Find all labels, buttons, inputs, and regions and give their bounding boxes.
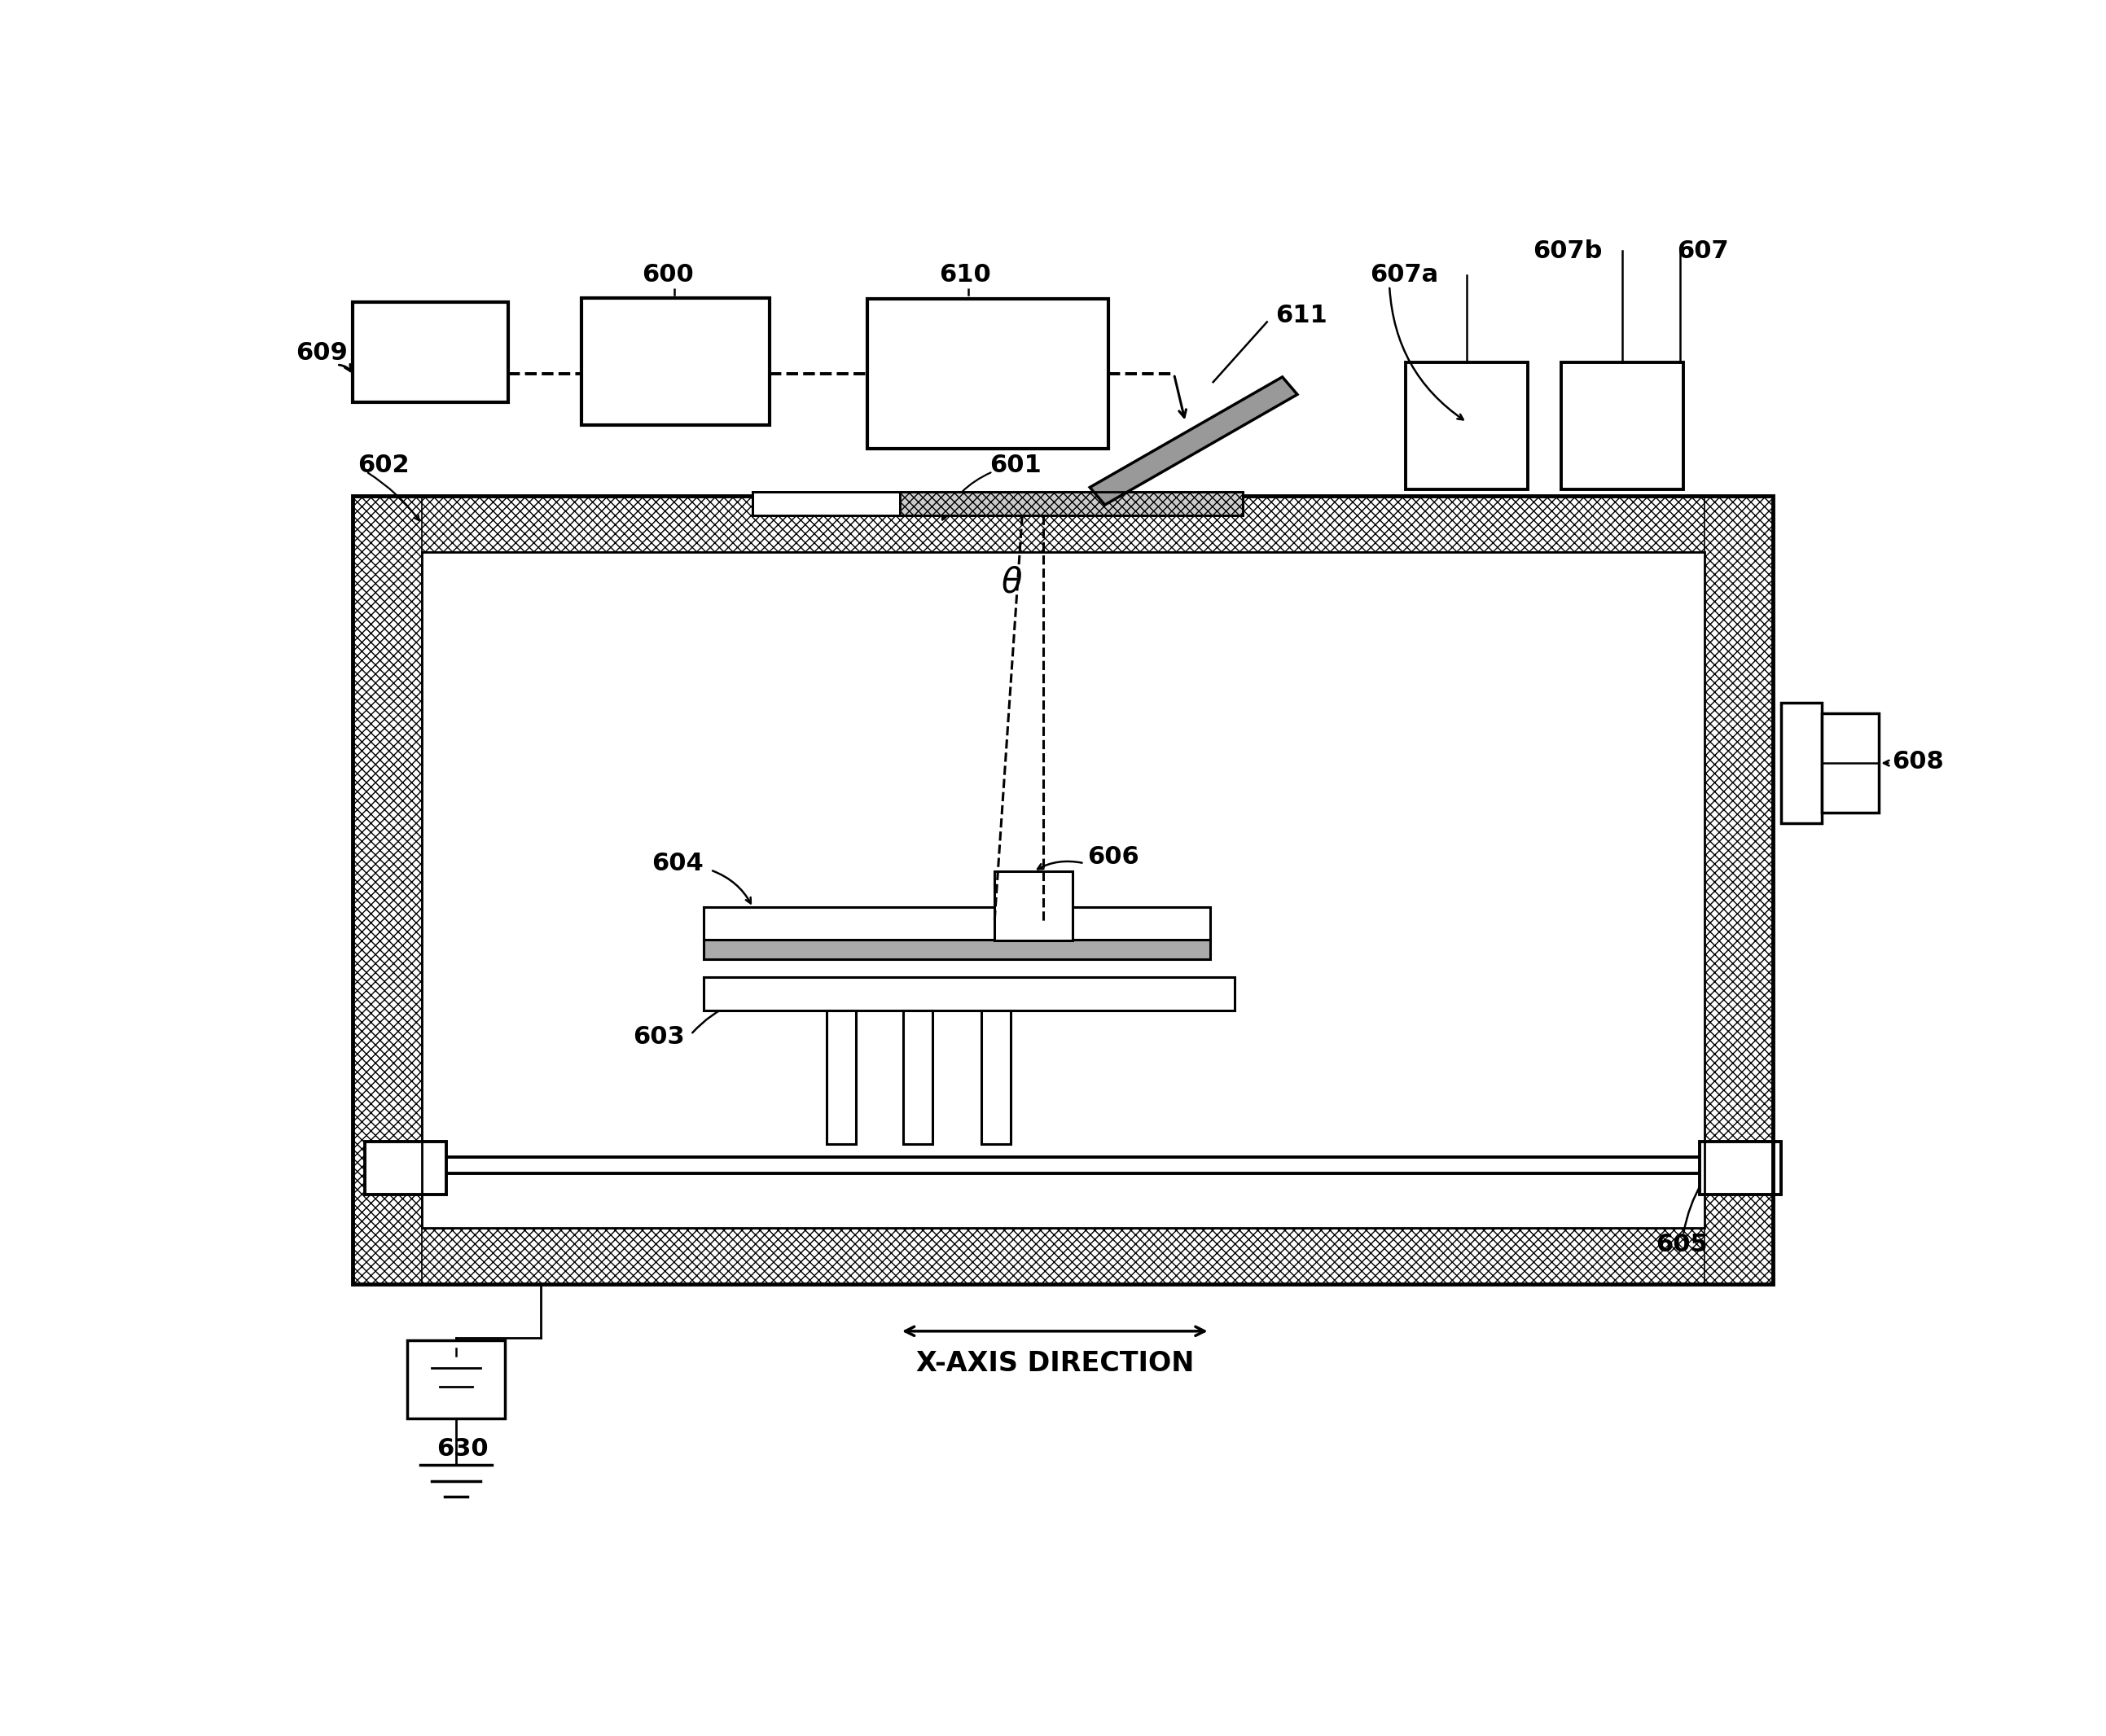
Bar (754, 491, 899, 516)
Bar (1407, 363, 1529, 490)
Text: 607b: 607b (1533, 240, 1603, 262)
Text: 609: 609 (295, 340, 347, 365)
Bar (581, 299, 769, 425)
Bar (1700, 1141, 1782, 1194)
Bar (703, 977, 1234, 1010)
Bar (868, 299, 1108, 450)
Text: 601: 601 (990, 453, 1042, 477)
Bar (421, 552, 1704, 1229)
Bar (1704, 496, 1773, 1285)
Text: 607: 607 (1676, 240, 1729, 262)
Bar (903, 1010, 933, 1144)
Bar (354, 302, 508, 403)
Bar (981, 1010, 1011, 1144)
Bar (354, 496, 1773, 552)
Bar (421, 552, 1704, 1229)
Bar (354, 496, 421, 1285)
Text: 611: 611 (1276, 304, 1327, 326)
Bar (1561, 363, 1683, 490)
Bar (1822, 713, 1879, 812)
Bar (826, 1010, 855, 1144)
Bar (703, 908, 1211, 941)
Text: 602: 602 (358, 453, 411, 477)
Text: 600: 600 (642, 264, 695, 286)
Polygon shape (1089, 377, 1297, 505)
Text: 610: 610 (939, 264, 992, 286)
Text: 605: 605 (1655, 1233, 1708, 1257)
Bar (703, 939, 1211, 960)
Text: 608: 608 (1891, 750, 1944, 774)
Bar (354, 496, 1773, 1285)
Text: 630: 630 (436, 1437, 489, 1460)
Bar (354, 1229, 1773, 1285)
Text: X-AXIS DIRECTION: X-AXIS DIRECTION (916, 1351, 1194, 1377)
Bar (899, 491, 1243, 516)
Bar (754, 491, 1243, 516)
Text: $\theta$: $\theta$ (1000, 566, 1024, 599)
Bar (994, 871, 1072, 941)
Bar (406, 1340, 505, 1418)
Text: 603: 603 (632, 1026, 684, 1049)
Text: 607a: 607a (1369, 264, 1438, 286)
Text: 604: 604 (653, 851, 703, 875)
Bar (364, 1141, 446, 1194)
Text: 606: 606 (1087, 845, 1139, 868)
Bar (1782, 703, 1822, 823)
